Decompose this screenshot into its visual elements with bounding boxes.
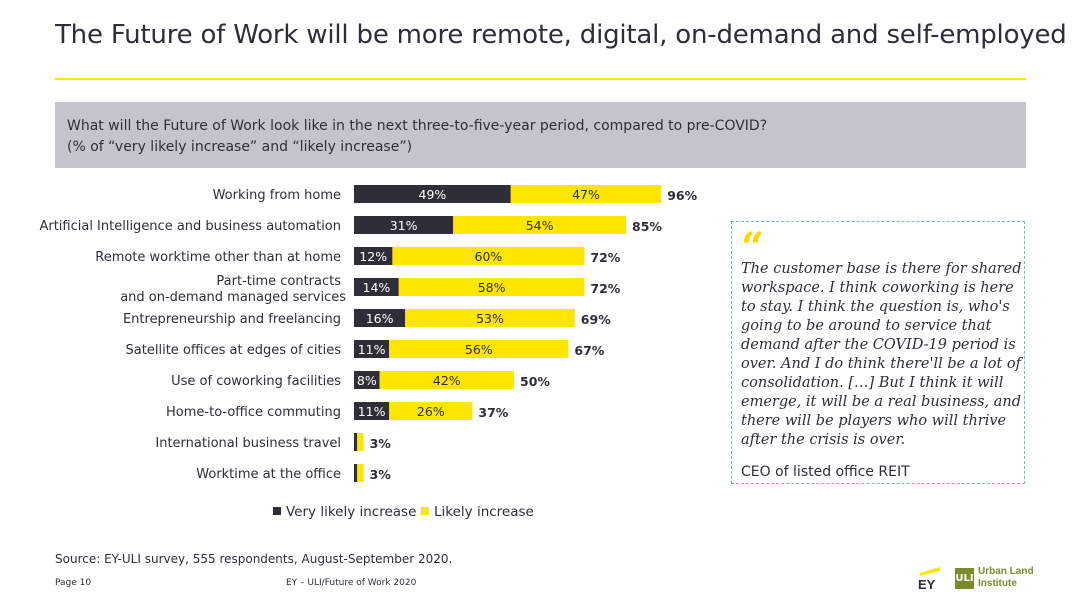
category-label: Artificial Intelligence and business aut… <box>39 219 341 234</box>
bar-total-label: 72% <box>590 281 620 296</box>
ey-logo-beam <box>920 567 940 576</box>
bar-very-likely <box>354 402 390 420</box>
uli-logo: ULI Urban Land Institute <box>955 566 1034 592</box>
legend-item-very-likely: Very likely increase <box>273 504 416 520</box>
question-subtext: (% of “very likely increase” and “likely… <box>67 139 413 155</box>
page-number: Page 10 <box>55 578 92 588</box>
quote-box: “ The customer base is there for shared … <box>731 221 1025 484</box>
category-label: Part-time contracts and on-demand managed… <box>120 274 346 305</box>
bar-likely <box>389 340 569 358</box>
bar-label-very-likely: 16% <box>366 311 394 326</box>
bar-label-very-likely: 12% <box>359 249 387 264</box>
bar-total-label: 85% <box>632 219 662 234</box>
ey-logo: EY <box>918 567 940 591</box>
legend-label-likely: Likely increase <box>434 504 534 520</box>
bar-label-likely: 47% <box>572 187 600 202</box>
bar-likely <box>453 216 626 234</box>
bar-very-likely <box>354 340 390 358</box>
bar-total-label: 72% <box>590 250 620 265</box>
bar-likely <box>357 464 364 482</box>
category-label: Home-to-office commuting <box>166 405 341 420</box>
uli-logo-text: Urban Land Institute <box>978 566 1034 590</box>
bar-very-likely <box>354 433 358 451</box>
legend-label-very-likely: Very likely increase <box>286 504 417 520</box>
bar-likely <box>398 278 585 296</box>
bar-label-likely: 56% <box>465 342 493 357</box>
bar-label-very-likely: 14% <box>363 280 391 295</box>
category-label: Working from home <box>213 188 341 203</box>
bar-likely <box>392 247 585 265</box>
legend-swatch-dark <box>273 507 281 515</box>
question-text: What will the Future of Work look like i… <box>67 118 768 134</box>
uli-logo-line1: Urban Land <box>978 566 1034 577</box>
source-note: Source: EY-ULI survey, 555 respondents, … <box>55 552 453 566</box>
bar-label-very-likely: 11% <box>358 404 386 419</box>
bar-very-likely <box>354 185 511 203</box>
legend-item-likely: Likely increase <box>421 504 534 520</box>
legend-swatch-yellow <box>421 507 429 515</box>
page-title: The Future of Work will be more remote, … <box>55 20 1067 50</box>
footer-doc-title: EY – ULI/Future of Work 2020 <box>286 578 417 588</box>
bar-label-likely: 58% <box>478 280 506 295</box>
bar-very-likely <box>354 309 406 327</box>
bar-likely <box>357 433 364 451</box>
bar-likely <box>389 402 473 420</box>
bar-label-very-likely: 11% <box>358 342 386 357</box>
bar-label-very-likely: 31% <box>390 218 418 233</box>
bar-total-label: 69% <box>581 312 611 327</box>
bar-label-likely: 54% <box>526 218 554 233</box>
category-label-line: Part-time contracts <box>216 274 341 289</box>
question-banner: What will the Future of Work look like i… <box>55 102 1026 168</box>
bar-likely <box>510 185 662 203</box>
bar-likely <box>405 309 575 327</box>
bar-label-likely: 53% <box>476 311 504 326</box>
bar-total-label: 37% <box>478 405 508 420</box>
bar-label-very-likely: 8% <box>357 373 377 388</box>
bar-likely <box>379 371 514 389</box>
bar-label-likely: 60% <box>475 249 503 264</box>
bar-total-label: 3% <box>370 436 392 451</box>
category-label: Remote worktime other than at home <box>95 250 341 265</box>
bar-very-likely <box>354 371 380 389</box>
stacked-bar-chart: Working from home 49% 47% 96% Artificial Int… <box>39 185 698 482</box>
bar-total-label: 50% <box>520 374 550 389</box>
category-label: Entrepreneurship and freelancing <box>123 312 341 327</box>
bar-very-likely <box>354 278 399 296</box>
quote-author: CEO of listed office REIT <box>741 464 910 480</box>
bar-label-likely: 42% <box>433 373 461 388</box>
bar-very-likely <box>354 464 358 482</box>
category-label-line: and on-demand managed services <box>120 290 346 305</box>
bar-label-likely: 26% <box>417 404 445 419</box>
quote-text: The customer base is there for shared wo… <box>741 261 1022 448</box>
category-label: International business travel <box>155 436 341 451</box>
uli-logo-line2: Institute <box>978 578 1017 589</box>
category-label: Satellite offices at edges of cities <box>126 343 342 358</box>
quote-mark-icon: “ <box>741 224 765 271</box>
chart-legend: Very likely increase Likely increase <box>0 504 1080 524</box>
bar-very-likely <box>354 247 393 265</box>
ey-logo-text: EY <box>918 577 936 591</box>
category-label: Worktime at the office <box>196 467 341 482</box>
bar-total-label: 67% <box>574 343 604 358</box>
bar-total-label: 96% <box>667 188 697 203</box>
bar-label-very-likely: 49% <box>419 187 447 202</box>
title-divider <box>55 78 1026 80</box>
category-label: Use of coworking facilities <box>171 374 341 389</box>
bar-very-likely <box>354 216 454 234</box>
uli-logo-mark: ULI <box>955 568 974 589</box>
bar-total-label: 3% <box>370 467 392 482</box>
